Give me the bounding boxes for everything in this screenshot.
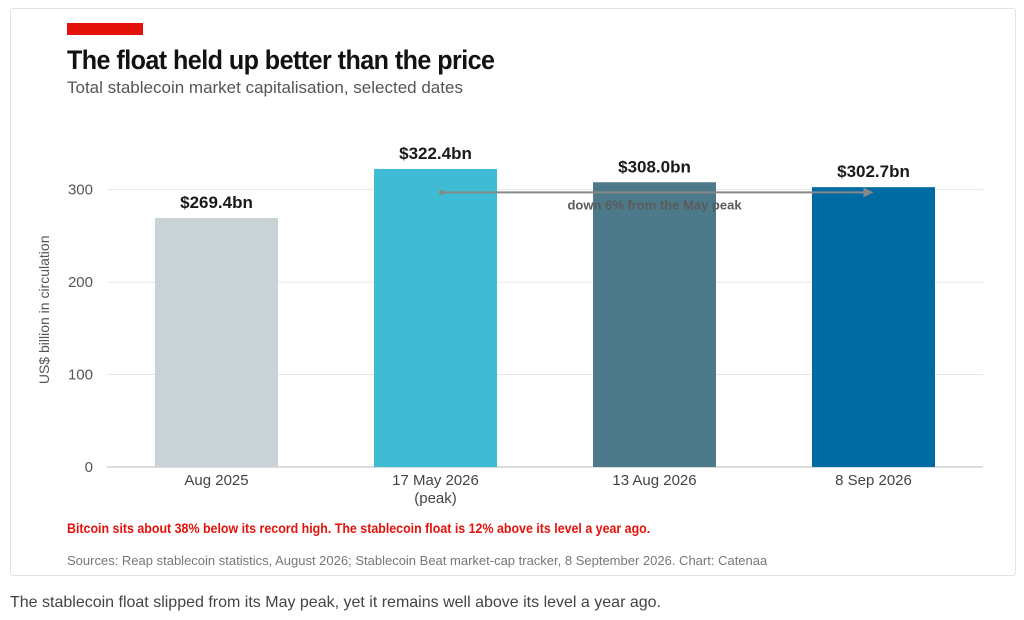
chart-subtitle: Total stablecoin market capitalisation, … [67, 78, 463, 97]
bar [593, 182, 716, 467]
bar-value-label: $308.0bn [618, 157, 691, 176]
chart-card: The float held up better than the price … [10, 8, 1016, 576]
chart-note: Bitcoin sits about 38% below its record … [67, 521, 651, 536]
bar [812, 187, 935, 467]
x-tick-label: Aug 2025 [184, 472, 248, 489]
chart-source: Sources: Reap stablecoin statistics, Aug… [67, 553, 768, 568]
bar [155, 217, 278, 467]
bar-value-label: $302.7bn [837, 162, 910, 181]
annotation-text: down 6% from the May peak [567, 197, 742, 212]
bar [374, 168, 497, 467]
x-tick-label-secondary: (peak) [414, 490, 457, 507]
x-tick-label: 17 May 2026 [392, 472, 479, 489]
y-tick-label: 100 [68, 367, 93, 384]
annotation-arrow-start [439, 189, 444, 195]
y-tick-label: 200 [68, 274, 93, 291]
chart-title: The float held up better than the price [67, 45, 495, 75]
annotation-arrow-head [863, 187, 874, 198]
bar-chart: 0 100 200 300 US$ billion in circulation $269… [36, 144, 983, 507]
accent-bar [67, 23, 143, 35]
y-tick-label: 300 [68, 182, 93, 199]
bar-value-label: $269.4bn [180, 193, 253, 212]
bar-value-label: $322.4bn [399, 144, 472, 163]
x-tick-label: 8 Sep 2026 [835, 472, 912, 489]
y-axis-label: US$ billion in circulation [36, 236, 52, 385]
figure-caption: The stablecoin float slipped from its Ma… [10, 594, 661, 611]
y-tick-label: 0 [85, 459, 93, 476]
x-tick-label: 13 Aug 2026 [612, 472, 696, 489]
